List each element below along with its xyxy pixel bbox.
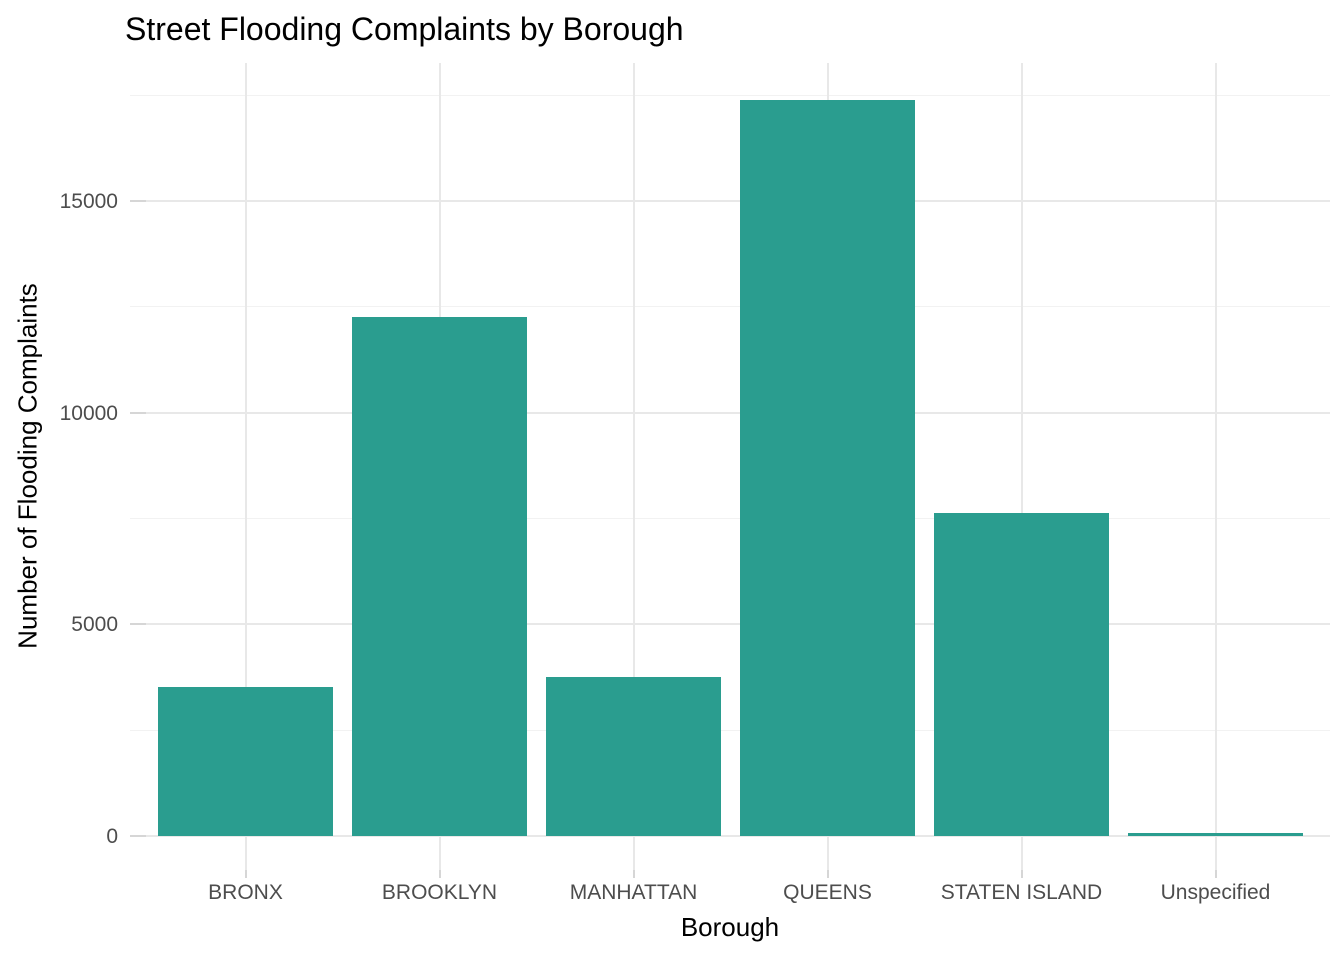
gridline-major	[130, 835, 1330, 837]
gridline-minor	[130, 729, 1330, 731]
x-axis-tick	[1020, 870, 1023, 878]
gridline-minor	[130, 518, 1330, 519]
bar-unspecified	[1128, 832, 1303, 836]
plot-panel	[130, 63, 1330, 870]
bar-bronx	[158, 686, 333, 836]
y-tick-label: 5000	[71, 613, 118, 637]
x-tick-label: Unspecified	[1160, 881, 1271, 904]
gridline-major	[130, 623, 1330, 626]
x-axis-title: Borough	[680, 912, 780, 942]
x-axis-tick	[632, 870, 635, 878]
x-axis-tick	[1214, 870, 1217, 878]
y-axis-tick	[130, 411, 146, 414]
x-tick-label: QUEENS	[783, 881, 872, 904]
chart-title: Street Flooding Complaints by Borough	[125, 11, 684, 47]
y-axis-title: Number of Flooding Complaints	[12, 283, 43, 649]
bar-staten-island	[934, 512, 1109, 836]
x-tick-label: BRONX	[208, 881, 283, 904]
y-tick-label: 10000	[59, 401, 118, 425]
x-tick-label: BROOKLYN	[381, 881, 498, 904]
bar-queens	[740, 99, 915, 836]
bar-brooklyn	[352, 316, 527, 836]
gridline-major	[130, 411, 1330, 414]
y-axis-tick	[130, 835, 146, 837]
y-tick-label: 0	[106, 825, 118, 848]
x-axis-tick	[826, 870, 829, 878]
gridline-vertical	[632, 63, 635, 870]
gridline-vertical	[1214, 63, 1217, 870]
x-axis-tick	[244, 870, 247, 878]
bar-manhattan	[546, 676, 721, 836]
y-tick-label: 15000	[59, 190, 118, 213]
gridline-vertical	[1020, 63, 1023, 870]
gridline-major	[130, 200, 1330, 202]
y-axis-tick	[130, 623, 146, 626]
gridline-minor	[130, 306, 1330, 308]
x-tick-label: STATEN ISLAND	[940, 881, 1103, 904]
gridline-minor	[130, 94, 1330, 96]
x-tick-label: MANHATTAN	[569, 881, 698, 904]
gridline-vertical	[244, 63, 247, 870]
x-axis-tick	[438, 870, 441, 878]
y-axis-tick	[130, 200, 146, 202]
